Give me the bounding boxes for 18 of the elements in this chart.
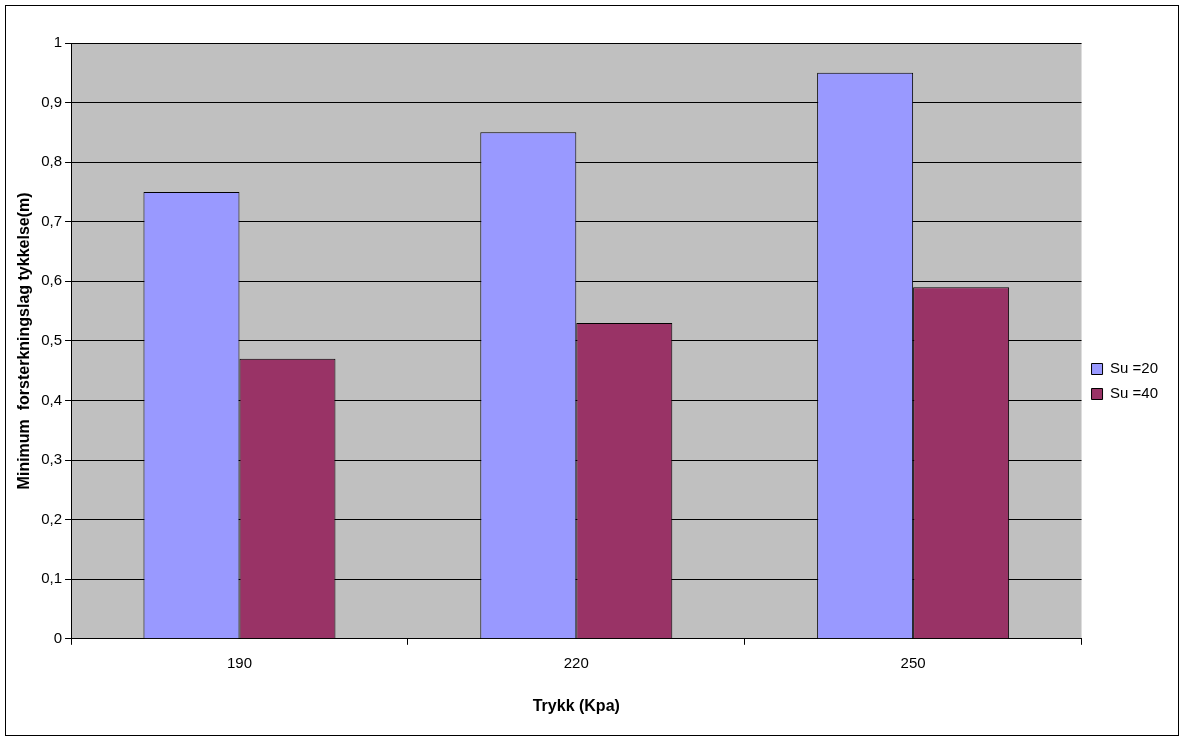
y-tick-label: 0,1 [41,569,63,587]
x-tick-label: 190 [226,653,252,671]
y-tick-label: 0,6 [41,271,63,289]
y-tick-label: 0,5 [41,331,63,349]
y-tick-label: 1 [53,33,63,51]
x-axis-title: Trykk (Kpa) [532,696,620,714]
y-tick-label: 0,7 [41,211,63,229]
y-tick-label: 0,2 [41,509,63,527]
y-tick-label: 0,8 [41,152,63,170]
x-tick-label: 250 [900,653,926,671]
y-tick-label: 0,9 [41,92,63,110]
y-tick-label: 0 [53,628,63,646]
legend-label: Su =20 [1110,359,1159,377]
x-tick-label: 220 [563,653,589,671]
y-tick-label: 0,3 [41,450,63,468]
legend-label: Su =40 [1110,384,1159,402]
y-axis-title: Minimum forsterkningslag tykkelse(m) [15,192,33,490]
y-tick-label: 0,4 [41,390,63,408]
